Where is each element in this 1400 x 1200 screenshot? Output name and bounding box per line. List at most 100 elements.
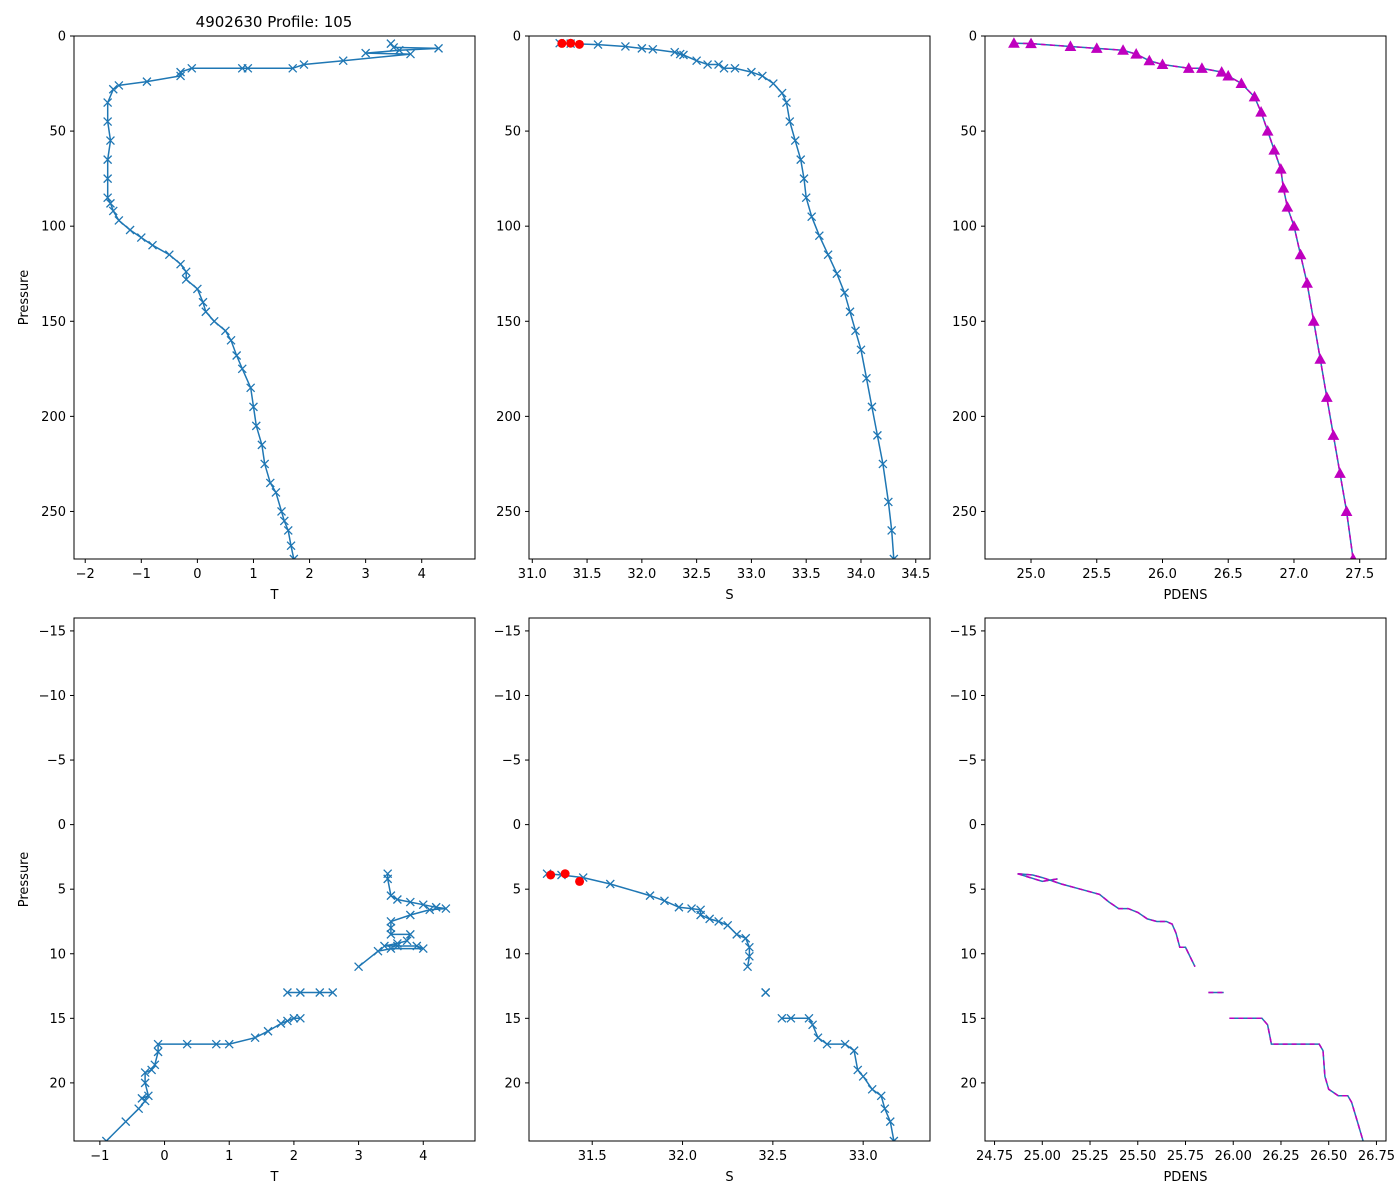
data-point xyxy=(338,56,348,66)
y-tick-label: 200 xyxy=(496,410,521,425)
density-line xyxy=(1013,42,1354,559)
data-point xyxy=(140,1068,150,1078)
data-point xyxy=(392,938,402,948)
data-point xyxy=(140,1096,150,1106)
data-point xyxy=(1294,248,1307,260)
series-line xyxy=(106,43,439,559)
data-point xyxy=(187,63,197,73)
x-tick-label: 25.75 xyxy=(1167,1149,1204,1164)
data-point xyxy=(786,1013,796,1023)
data-point xyxy=(143,1091,153,1101)
y-tick-label: −15 xyxy=(39,624,66,639)
data-point xyxy=(876,1091,886,1101)
y-tick-label: 5 xyxy=(513,883,521,898)
data-point xyxy=(645,891,655,901)
panel-t-full: −2 −1 0 1 2 3 4 0 50 100 150 200 250 T Pressure xyxy=(17,30,476,603)
data-point xyxy=(732,929,742,939)
y-tick-label: −5 xyxy=(958,754,977,769)
data-point xyxy=(861,373,871,383)
data-point xyxy=(744,951,754,961)
plot-area xyxy=(103,39,444,559)
data-point xyxy=(744,942,754,952)
data-point xyxy=(782,98,791,108)
data-point xyxy=(1156,58,1169,70)
data-point xyxy=(714,60,724,69)
data-point xyxy=(249,402,258,412)
plot-area xyxy=(542,869,899,1141)
data-point xyxy=(265,478,275,488)
data-point xyxy=(889,1136,899,1141)
data-point xyxy=(705,914,715,924)
data-point xyxy=(851,326,860,336)
data-point xyxy=(237,63,247,73)
x-tick-label: 25.50 xyxy=(1119,1149,1156,1164)
x-tick-label: 25.00 xyxy=(1024,1149,1061,1164)
data-point xyxy=(425,905,435,915)
data-point xyxy=(867,402,877,412)
y-tick-label: 5 xyxy=(58,883,66,898)
x-axis-label: T xyxy=(270,1170,279,1185)
data-point xyxy=(777,88,787,98)
series-line xyxy=(1013,42,1354,559)
x-tick-label: 27.5 xyxy=(1345,567,1374,582)
data-point xyxy=(885,1117,895,1127)
x-tick-label: −1 xyxy=(132,567,151,582)
data-point xyxy=(379,941,389,951)
data-point xyxy=(823,250,833,260)
y-tick-label: 0 xyxy=(513,818,521,833)
data-point xyxy=(108,84,118,94)
data-point xyxy=(405,929,415,939)
figure-title: 4902630 Profile: 105 xyxy=(196,13,353,31)
data-point xyxy=(286,541,296,551)
x-tick-label: 34.5 xyxy=(901,567,930,582)
y-tick-label: 100 xyxy=(41,220,66,235)
data-point xyxy=(257,440,267,450)
series-line xyxy=(1017,872,1196,968)
x-tick-label: 26.25 xyxy=(1262,1149,1299,1164)
data-point xyxy=(315,988,325,997)
data-point xyxy=(808,1020,818,1030)
x-tick-label: −2 xyxy=(76,567,95,582)
x-tick-label: 31.0 xyxy=(518,567,547,582)
data-point xyxy=(1248,90,1261,102)
data-point xyxy=(696,910,706,920)
data-point xyxy=(757,71,767,81)
data-point xyxy=(282,988,292,997)
data-point xyxy=(164,250,174,260)
data-point xyxy=(867,1084,877,1094)
data-point xyxy=(418,944,428,954)
data-point xyxy=(714,917,724,926)
y-tick-label: 150 xyxy=(952,315,977,330)
data-point xyxy=(103,155,113,165)
y-tick-label: 10 xyxy=(49,947,66,962)
y-tick-label: 150 xyxy=(496,315,521,330)
x-tick-label: 0 xyxy=(193,567,201,582)
data-point xyxy=(176,67,186,77)
data-point xyxy=(406,49,415,59)
panel-d-zoom: 24.75 25.00 25.25 25.50 25.75 26.00 26.25 26.50… xyxy=(950,617,1395,1185)
data-point xyxy=(777,1013,787,1023)
data-point xyxy=(1274,163,1287,174)
data-point xyxy=(361,48,371,58)
y-tick-label: 50 xyxy=(960,125,977,140)
data-point xyxy=(730,63,740,73)
x-tick-label: 1 xyxy=(225,1149,233,1164)
data-point xyxy=(277,506,286,516)
x-tick-label: 33.0 xyxy=(849,1149,878,1164)
data-point xyxy=(1215,66,1228,77)
x-tick-label: 31.5 xyxy=(573,567,602,582)
data-point xyxy=(276,1019,286,1028)
x-tick-label: 0 xyxy=(160,1149,168,1164)
data-point xyxy=(1196,62,1208,73)
x-tick-label: 2 xyxy=(305,567,313,582)
data-point xyxy=(692,56,702,66)
data-point xyxy=(279,516,289,526)
data-point xyxy=(593,40,603,50)
x-tick-label: 33.5 xyxy=(792,567,821,582)
x-axis-label: PDENS xyxy=(1163,588,1207,603)
axes-frame xyxy=(984,617,1387,1142)
data-point xyxy=(251,421,261,431)
data-point xyxy=(853,1065,863,1075)
y-tick-label: −10 xyxy=(494,689,521,704)
